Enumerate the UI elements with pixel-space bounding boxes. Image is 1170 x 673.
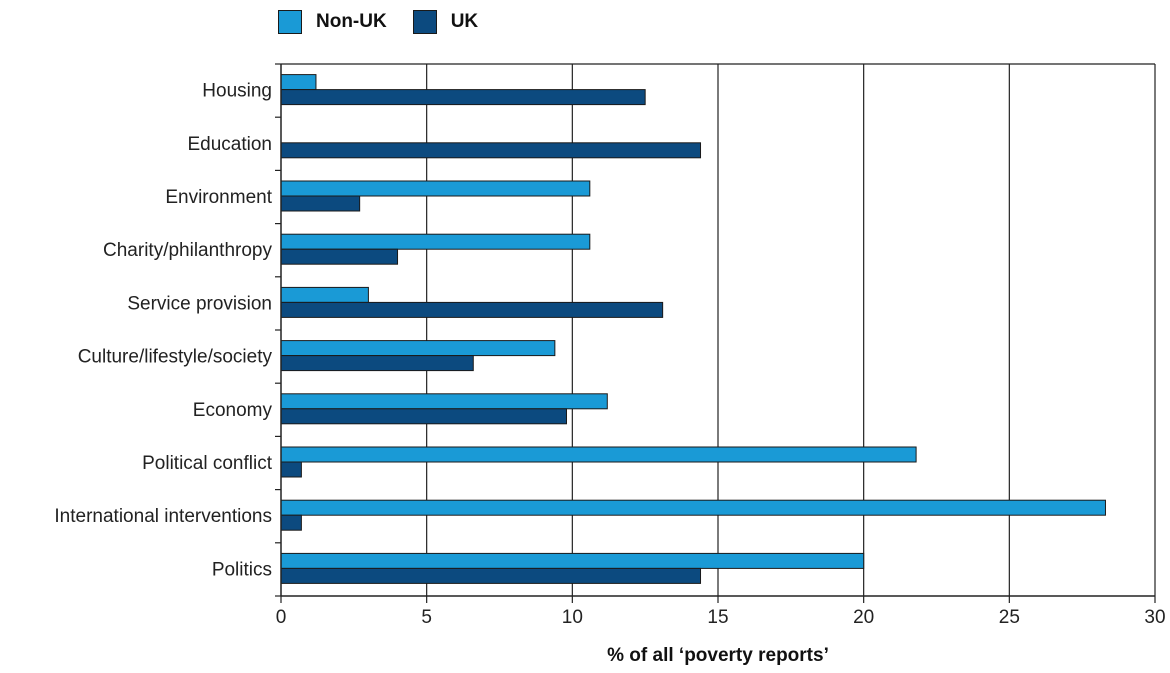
category-label: Political conflict — [142, 453, 273, 474]
bar-non-uk-3 — [280, 233, 591, 250]
category-label: Charity/philanthropy — [103, 240, 272, 261]
category-label: Politics — [212, 559, 272, 580]
legend-label-uk: UK — [450, 11, 479, 32]
bar-uk-8 — [280, 514, 302, 531]
x-tick-label: 10 — [562, 607, 583, 628]
legend-label-non-uk: Non-UK — [316, 11, 387, 32]
category-label: Environment — [165, 187, 272, 208]
bar-non-uk-6 — [280, 393, 608, 410]
bar-uk-0 — [280, 89, 646, 106]
bar-uk-4 — [280, 301, 664, 318]
bar-non-uk-9 — [280, 552, 865, 569]
legend-swatch-non-uk — [278, 10, 302, 34]
bar-non-uk-2 — [280, 180, 591, 197]
legend-item-uk: UK — [412, 10, 479, 34]
bar-uk-3 — [280, 248, 399, 265]
bar-non-uk-0 — [280, 74, 317, 91]
x-tick-label: 0 — [276, 607, 287, 628]
category-label: International interventions — [54, 506, 272, 527]
bar-uk-6 — [280, 408, 568, 425]
legend: Non-UK UK — [278, 10, 504, 34]
category-label: Economy — [193, 400, 273, 421]
legend-swatch-uk — [412, 10, 437, 34]
bar-non-uk-5 — [280, 340, 556, 357]
category-label: Housing — [202, 81, 272, 102]
bar-uk-7 — [280, 461, 302, 478]
x-tick-label: 20 — [853, 607, 874, 628]
x-tick-label: 5 — [421, 607, 432, 628]
bar-non-uk-8 — [280, 499, 1106, 516]
bar-uk-9 — [280, 567, 702, 584]
legend-item-non-uk: Non-UK — [278, 10, 387, 34]
x-tick-label: 25 — [999, 607, 1020, 628]
bar-uk-1 — [280, 142, 702, 159]
category-label: Culture/lifestyle/society — [78, 347, 273, 368]
category-label: Education — [187, 134, 272, 155]
x-axis-title: % of all ‘poverty reports’ — [607, 645, 829, 666]
bar-non-uk-7 — [280, 446, 917, 463]
x-tick-label: 15 — [707, 607, 728, 628]
category-label: Service provision — [127, 293, 272, 314]
bar-uk-2 — [280, 195, 361, 212]
bar-uk-5 — [280, 355, 474, 372]
x-tick-label: 30 — [1144, 607, 1165, 628]
bar-non-uk-4 — [280, 286, 369, 303]
